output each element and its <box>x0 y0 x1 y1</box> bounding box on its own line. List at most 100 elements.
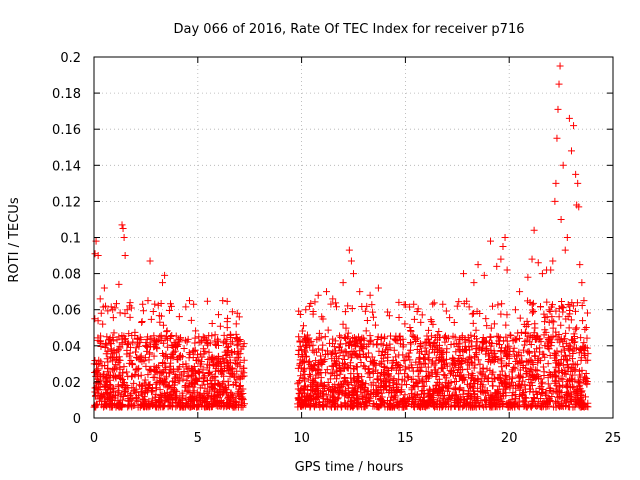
data-point <box>94 252 102 260</box>
data-point <box>549 324 557 332</box>
data-point <box>363 343 371 351</box>
data-point <box>569 383 577 391</box>
data-point <box>144 297 152 305</box>
data-point <box>142 386 150 394</box>
data-point <box>527 340 535 348</box>
data-point <box>203 339 211 347</box>
data-point <box>575 203 583 211</box>
data-point <box>525 349 533 357</box>
data-point <box>524 321 532 329</box>
data-point <box>333 353 341 361</box>
data-point <box>402 365 410 373</box>
data-point <box>521 401 529 409</box>
data-point <box>476 403 484 411</box>
data-point <box>489 302 497 310</box>
data-point <box>429 300 437 308</box>
data-point <box>171 387 179 395</box>
data-point <box>573 385 581 393</box>
data-point <box>369 367 377 375</box>
data-point <box>413 379 421 387</box>
data-point <box>433 378 441 386</box>
data-point <box>435 328 443 336</box>
data-point <box>527 402 535 410</box>
data-point <box>430 340 438 348</box>
data-point <box>338 380 346 388</box>
data-point <box>390 346 398 354</box>
data-point <box>145 356 153 364</box>
data-point <box>534 356 542 364</box>
data-point <box>346 350 354 358</box>
data-point <box>383 386 391 394</box>
data-point <box>299 322 307 330</box>
data-point <box>454 357 462 365</box>
data-point <box>239 373 247 381</box>
data-point <box>227 331 235 339</box>
data-point <box>232 360 240 368</box>
data-point <box>494 301 502 309</box>
data-point <box>510 363 518 371</box>
data-point <box>109 314 117 322</box>
data-point <box>214 380 222 388</box>
data-point <box>365 368 373 376</box>
data-point <box>358 345 366 353</box>
data-point <box>416 367 424 375</box>
data-point <box>430 299 438 307</box>
data-point <box>446 314 454 322</box>
data-point <box>423 332 431 340</box>
data-point <box>350 387 358 395</box>
data-point <box>239 403 247 411</box>
data-point <box>496 391 504 399</box>
data-point <box>512 357 520 365</box>
data-point <box>182 399 190 407</box>
data-point <box>329 362 337 370</box>
data-point <box>123 306 131 314</box>
data-point <box>332 303 340 311</box>
data-point <box>540 350 548 358</box>
data-point <box>477 377 485 385</box>
data-point <box>386 373 394 381</box>
data-point <box>481 387 489 395</box>
data-point <box>178 389 186 397</box>
data-point <box>344 329 352 337</box>
data-point <box>580 339 588 347</box>
data-point <box>123 350 131 358</box>
data-point <box>497 255 505 263</box>
data-point <box>520 388 528 396</box>
data-point <box>132 397 140 405</box>
data-point <box>175 313 183 321</box>
data-point <box>188 397 196 405</box>
data-point <box>172 332 180 340</box>
data-point <box>578 387 586 395</box>
data-point <box>503 311 511 319</box>
data-point <box>538 389 546 397</box>
data-point <box>532 374 540 382</box>
data-point <box>336 332 344 340</box>
data-point <box>200 373 208 381</box>
data-point <box>339 359 347 367</box>
data-point <box>560 335 568 343</box>
data-point <box>212 361 220 369</box>
data-point <box>295 390 303 398</box>
data-point <box>181 336 189 344</box>
data-point <box>156 386 164 394</box>
data-point <box>180 344 188 352</box>
data-point <box>139 395 147 403</box>
data-point <box>554 402 562 410</box>
data-point <box>177 334 185 342</box>
data-point <box>307 299 315 307</box>
data-point <box>108 354 116 362</box>
data-point <box>341 347 349 355</box>
data-point <box>146 349 154 357</box>
data-point <box>447 403 455 411</box>
data-point <box>325 397 333 405</box>
data-point <box>442 400 450 408</box>
data-point <box>240 400 248 408</box>
data-point <box>365 393 373 401</box>
data-point <box>296 386 304 394</box>
y-tick-label: 0.04 <box>52 340 81 355</box>
data-point <box>331 337 339 345</box>
data-point <box>176 363 184 371</box>
data-point <box>427 394 435 402</box>
data-point <box>506 347 514 355</box>
